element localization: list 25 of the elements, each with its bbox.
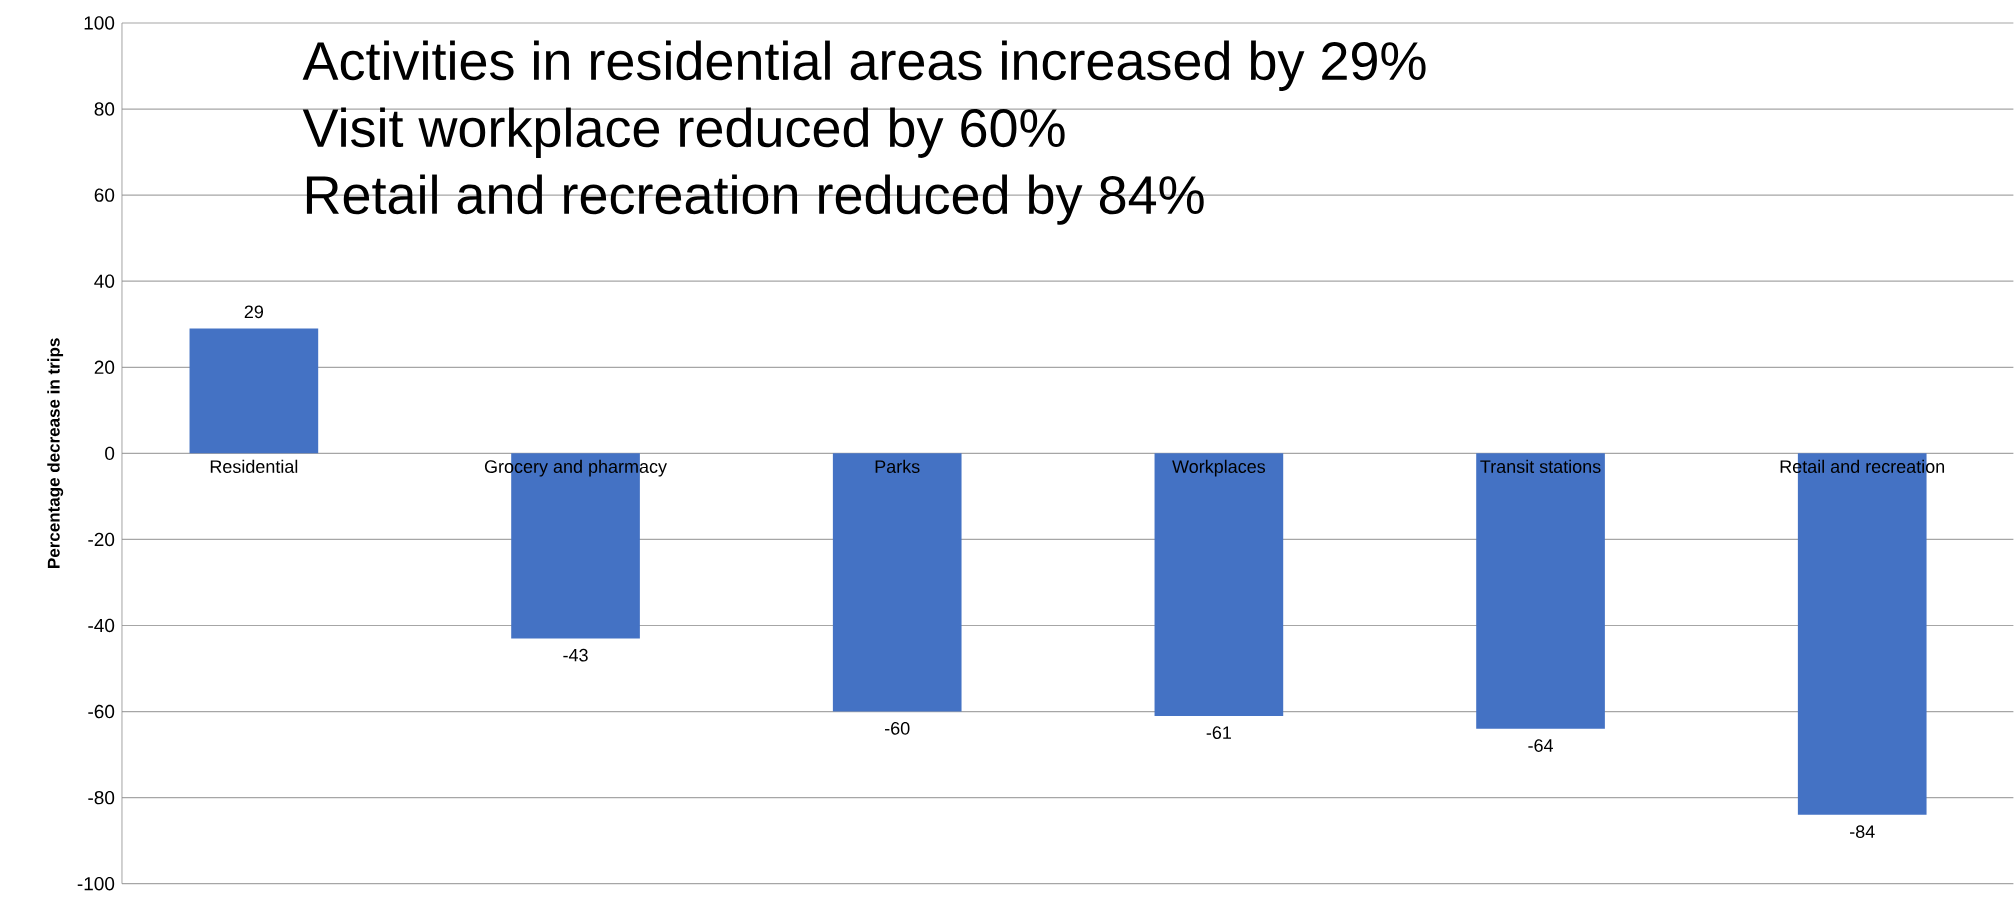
y-tick-label: -20 bbox=[88, 532, 115, 547]
y-tick-label: 60 bbox=[94, 188, 115, 202]
y-tick-label: -100 bbox=[77, 876, 115, 891]
annotation: Retail and recreation reduced by 84% bbox=[306, 174, 1204, 225]
x-tick-label: Workplaces bbox=[1172, 459, 1266, 477]
x-tick-label: Parks bbox=[875, 459, 920, 473]
data-label: -60 bbox=[885, 721, 910, 735]
y-tick-label: 0 bbox=[105, 446, 115, 461]
y-tick-label: 80 bbox=[94, 102, 115, 116]
data-label: -84 bbox=[1850, 825, 1875, 838]
data-label: -61 bbox=[1206, 726, 1231, 739]
y-axis-title: Percentage decrease in trips bbox=[47, 338, 64, 568]
data-label: -64 bbox=[1528, 739, 1554, 752]
x-tick-label: Residential bbox=[210, 459, 298, 473]
data-label: 29 bbox=[244, 305, 264, 319]
y-tick-label: 100 bbox=[84, 16, 115, 30]
annotation: Activities in residential areas increased by 29% bbox=[302, 40, 1426, 91]
y-tick-label: -60 bbox=[88, 704, 115, 719]
x-tick-label: Transit stations bbox=[1480, 459, 1601, 473]
data-label: -43 bbox=[563, 648, 588, 662]
y-tick-label: -80 bbox=[88, 790, 115, 805]
y-tick-label: -40 bbox=[88, 618, 115, 633]
y-tick-label: 40 bbox=[94, 274, 115, 288]
annotation: Visit workplace reduced by 60% bbox=[302, 107, 1065, 158]
y-tick-label: 20 bbox=[94, 360, 115, 374]
